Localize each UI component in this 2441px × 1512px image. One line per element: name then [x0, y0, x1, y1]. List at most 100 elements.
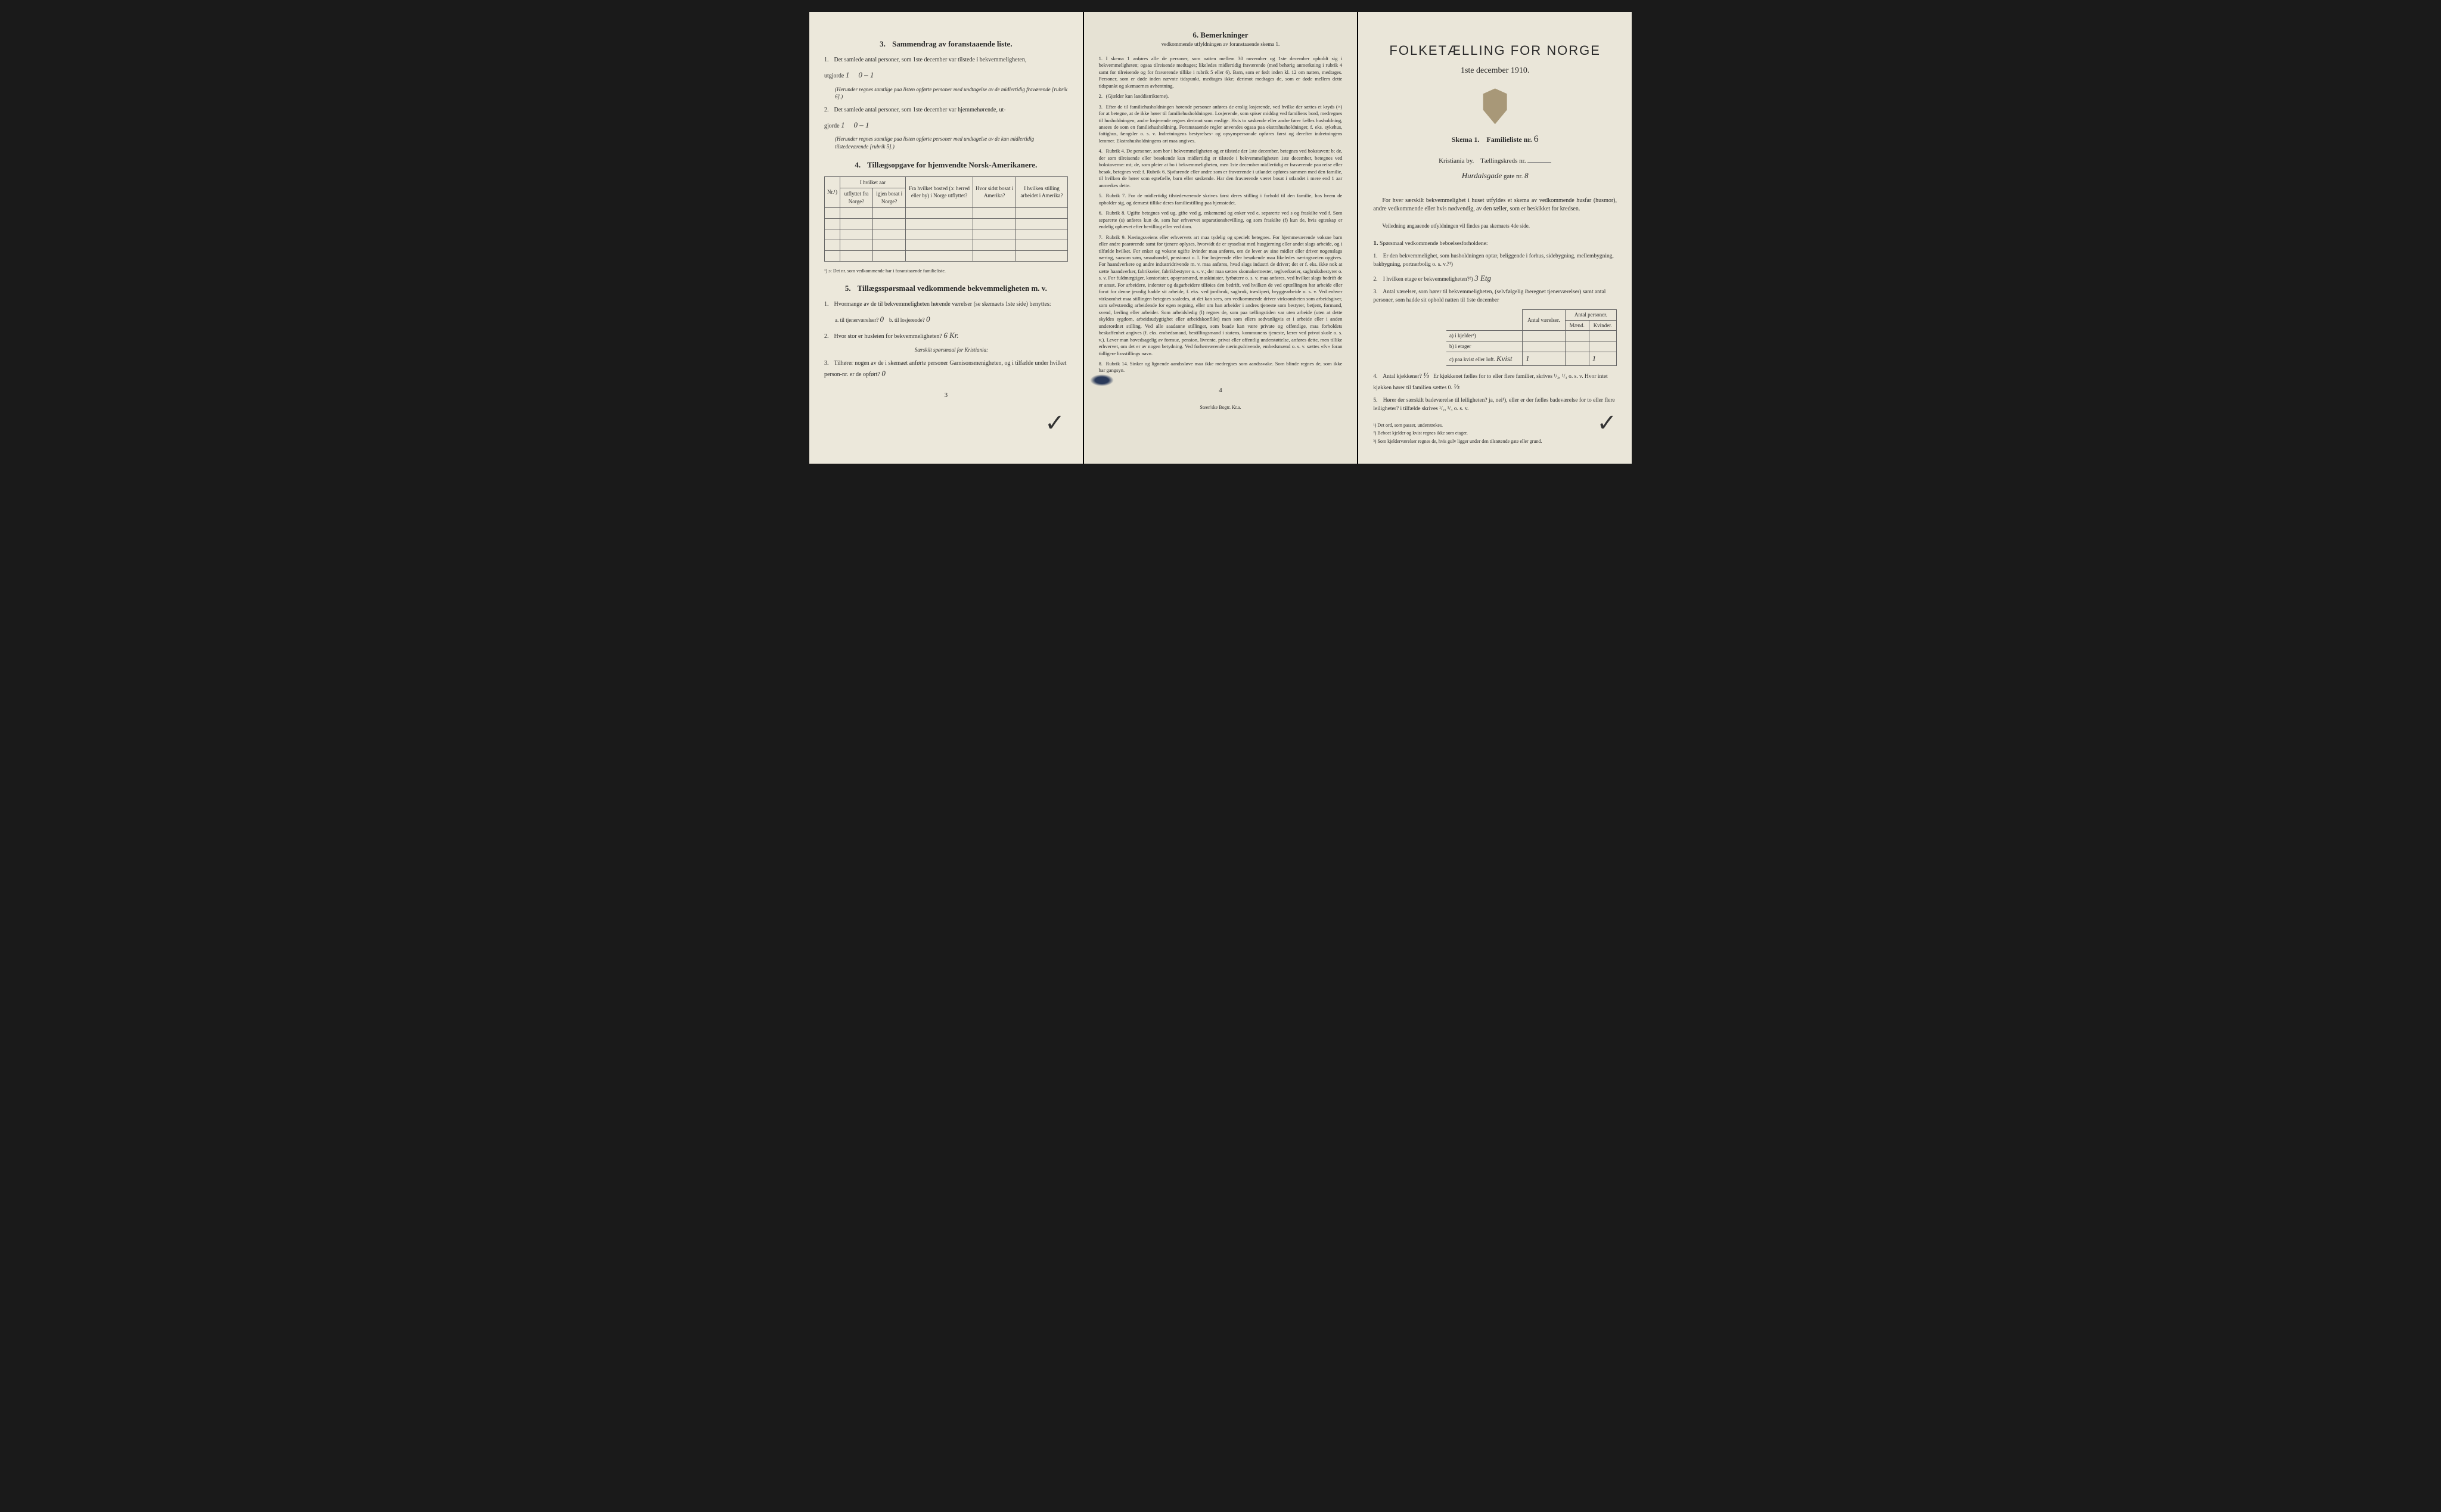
- rooms-table: Antal værelser. Antal personer. Mænd. Kv…: [1446, 309, 1617, 366]
- cell-value: 1: [1522, 352, 1565, 365]
- row-label: b) i etager: [1446, 341, 1523, 352]
- table-row: c) paa kvist eller loft. Kvist 1 1: [1446, 352, 1617, 365]
- item-text: Hvormange av de til bekvemmeligheten hør…: [834, 301, 1051, 308]
- item-5-3: 3. Tilhører nogen av de i skemaet anført…: [824, 359, 1068, 380]
- th-igjen: igjen bosat i Norge?: [872, 188, 905, 207]
- section-6-title: 6. Bemerkninger: [1099, 30, 1343, 41]
- th-stilling: I hvilken stilling arbeidet i Amerika?: [1016, 176, 1067, 207]
- street-label: gate nr.: [1504, 173, 1523, 180]
- footnote: ²) Beboet kjelder og kvist regnes ikke s…: [1373, 430, 1617, 436]
- item-num: 2.: [824, 332, 833, 341]
- section-6-num: 6.: [1192, 30, 1198, 39]
- item-text: Det samlede antal personer, som 1ste dec…: [834, 107, 1006, 113]
- checkmark-icon: ✓: [1597, 406, 1617, 440]
- bemerk-item: 8.Rubrik 14. Sinker og lignende aandsslø…: [1099, 361, 1343, 374]
- item-3-2-values: gjorde 1 0 – 1: [824, 119, 1068, 131]
- section-3-num: 3.: [880, 39, 886, 48]
- label: a. til tjenerværelser?: [835, 317, 878, 323]
- table-row: [825, 229, 1068, 240]
- printer-credit: Steen'ske Bogtr. Kr.a.: [1099, 404, 1343, 411]
- q-text: I hvilken etage er bekvemmeligheten?²): [1383, 277, 1473, 282]
- page-number: 4: [1099, 386, 1343, 395]
- section-4-title: 4. Tillægsopgave for hjemvendte Norsk-Am…: [824, 160, 1068, 170]
- item-5-1ab: a. til tjenerværelser? 0 b. til losjeren…: [835, 313, 1068, 325]
- th-kvinder: Kvinder.: [1589, 320, 1616, 331]
- q-title-num: 1.: [1373, 240, 1378, 247]
- footnotes: ¹) Det ord, som passer, understrekes. ²)…: [1373, 422, 1617, 445]
- census-document: 3. Sammendrag av foranstaaende liste. 1.…: [809, 12, 1632, 464]
- item-num: 1.: [824, 55, 833, 64]
- question-2: 2. I hvilken etage er bekvemmeligheten?²…: [1373, 272, 1617, 284]
- section-6-subtitle: vedkommende utfyldningen av foranstaaend…: [1099, 41, 1343, 48]
- label: utgjorde: [824, 73, 844, 79]
- page-1-cover: FOLKETÆLLING FOR NORGE 1ste december 191…: [1358, 12, 1632, 464]
- city-line: Kristiania by. Tællingskreds nr.: [1373, 156, 1617, 166]
- bemerk-item: 6.Rubrik 8. Ugifte betegnes ved ug, gift…: [1099, 210, 1343, 230]
- bemerk-item: 4.Rubrik 4. De personer, som bor i bekve…: [1099, 148, 1343, 189]
- item-3-2: 2. Det samlede antal personer, som 1ste …: [824, 105, 1068, 114]
- handwritten-value: 0: [880, 315, 884, 324]
- section-5-heading: Tillægsspørsmaal vedkommende bekvemmelig…: [858, 284, 1047, 293]
- page-4: 6. Bemerkninger vedkommende utfyldningen…: [1084, 12, 1358, 464]
- th-utflyttet: utflyttet fra Norge?: [840, 188, 872, 207]
- question-1: 1. Er den bekvemmelighet, som husholdnin…: [1373, 252, 1617, 269]
- th-vaerelser: Antal værelser.: [1522, 310, 1565, 331]
- item-num: 1.: [824, 300, 833, 309]
- handwritten-value: 6 Kr.: [943, 331, 958, 340]
- table-row: [825, 250, 1068, 261]
- item-5-2: 2. Hvor stor er husleien for bekvemmelig…: [824, 330, 1068, 341]
- city: Kristiania by.: [1439, 157, 1474, 164]
- handwritten-value: ⅓: [1423, 371, 1429, 380]
- table-row: [825, 218, 1068, 229]
- coat-of-arms-icon: [1480, 88, 1510, 124]
- familie-nr: 6: [1534, 134, 1539, 144]
- th-bosted: Fra hvilket bosted (ɔ: herred eller by) …: [906, 176, 973, 207]
- th-personer: Antal personer.: [1565, 310, 1616, 321]
- row-label: a) i kjelder³): [1446, 331, 1523, 341]
- district-label: Tællingskreds nr.: [1480, 157, 1526, 164]
- section-3-title: 3. Sammendrag av foranstaaende liste.: [824, 39, 1068, 49]
- section-3-heading: Sammendrag av foranstaaende liste.: [892, 39, 1013, 48]
- page-3: 3. Sammendrag av foranstaaende liste. 1.…: [809, 12, 1083, 464]
- footnote: ³) Som kjelderværelser regnes de, hvis g…: [1373, 438, 1617, 445]
- familie-label: Familieliste nr.: [1486, 135, 1532, 144]
- th-aar: I hvilket aar: [840, 176, 905, 188]
- item-num: 2.: [824, 105, 833, 114]
- item-num: 2.: [1373, 275, 1381, 284]
- table-row: b) i etager: [1446, 341, 1617, 352]
- handwritten-value: 0: [881, 369, 886, 378]
- q-text: Antal kjøkkener?: [1383, 374, 1422, 380]
- intro-paragraph: For hver særskilt bekvemmelighet i huset…: [1373, 197, 1617, 213]
- item-num: 3.: [1373, 288, 1381, 296]
- label: gjorde: [824, 123, 840, 129]
- handwritten-value: ⅓: [1454, 382, 1459, 391]
- section-5-title: 5. Tillægsspørsmaal vedkommende bekvemme…: [824, 283, 1068, 294]
- checkmark-icon: ✓: [1045, 406, 1065, 440]
- item-note: (Herunder regnes samtlige paa listen opf…: [835, 135, 1068, 150]
- handwritten-value: 0: [926, 315, 930, 324]
- table-row: [825, 240, 1068, 250]
- item-3-1: 1. Det samlede antal personer, som 1ste …: [824, 55, 1068, 64]
- item-num: 1.: [1373, 252, 1381, 260]
- q-text: Antal værelser, som hører til bekvemmeli…: [1373, 289, 1605, 303]
- section-5-num: 5.: [845, 284, 851, 293]
- bemerk-item: 5.Rubrik 7. For de midlertidig tilstedev…: [1099, 193, 1343, 206]
- street-nr: 8: [1524, 171, 1529, 180]
- label-text: c) paa kvist eller loft.: [1449, 356, 1495, 362]
- item-text: Det samlede antal personer, som 1ste dec…: [834, 57, 1027, 63]
- handwritten-value: 0 – 1: [854, 120, 869, 129]
- question-3: 3. Antal værelser, som hører til bekvemm…: [1373, 288, 1617, 305]
- item-num: 5.: [1373, 396, 1381, 405]
- ink-blot: [1090, 374, 1114, 386]
- footnote: ¹) ɔ: Det nr. som vedkommende har i fora…: [824, 268, 1068, 274]
- item-note: Særskilt spørsmaal for Kristiania:: [835, 346, 1068, 354]
- bemerkninger-list: 1.I skema 1 anføres alle de personer, so…: [1099, 55, 1343, 374]
- item-num: 4.: [1373, 372, 1381, 381]
- question-5: 5. Hører der særskilt badeværelse til le…: [1373, 396, 1617, 414]
- q-text: Hører der særskilt badeværelse til leili…: [1373, 398, 1614, 412]
- skema-line: Skema 1. Familieliste nr. 6: [1373, 133, 1617, 146]
- section-6-heading: Bemerkninger: [1200, 30, 1248, 39]
- bemerk-item: 7.Rubrik 9. Næringsveiens eller erhverve…: [1099, 234, 1343, 357]
- table-row: [825, 207, 1068, 218]
- q-title-text: Spørsmaal vedkommende beboelsesforholden…: [1380, 241, 1488, 247]
